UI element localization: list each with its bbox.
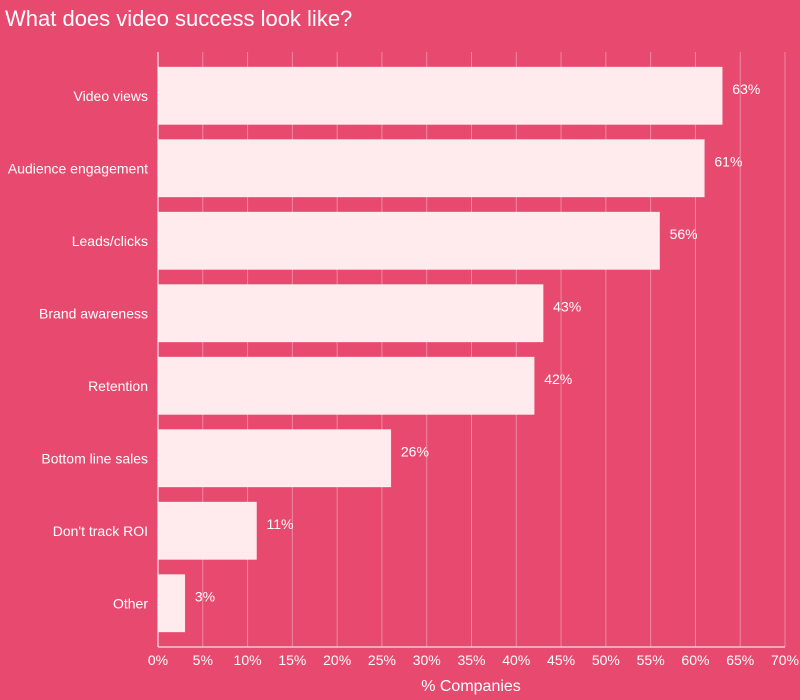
bar — [157, 139, 705, 198]
x-axis-title: % Companies — [421, 678, 521, 695]
x-tick-label: 35% — [457, 652, 485, 668]
x-tick-label: 25% — [368, 652, 396, 668]
y-tick-label: Other — [113, 595, 148, 611]
x-tick-label: 30% — [413, 652, 441, 668]
x-tick-label: 55% — [637, 652, 665, 668]
data-label: 26% — [401, 443, 429, 459]
x-tick-label: 60% — [681, 652, 709, 668]
data-label: 43% — [553, 298, 581, 314]
x-tick-label: 45% — [547, 652, 575, 668]
bar — [157, 429, 392, 488]
x-tick-label: 50% — [592, 652, 620, 668]
y-tick-label: Leads/clicks — [72, 233, 148, 249]
bar — [157, 211, 660, 270]
bar — [157, 66, 723, 125]
bar — [157, 284, 544, 343]
x-tick-label: 5% — [193, 652, 213, 668]
y-tick-label: Bottom line sales — [41, 450, 148, 466]
data-label: 11% — [267, 516, 294, 532]
data-label: 61% — [714, 153, 742, 169]
x-tick-label: 10% — [234, 652, 262, 668]
bar — [157, 501, 257, 560]
y-tick-label: Retention — [88, 378, 148, 394]
x-tick-label: 20% — [323, 652, 351, 668]
x-tick-label: 40% — [502, 652, 530, 668]
x-tick-label: 0% — [148, 652, 168, 668]
chart-title: What does video success look like? — [5, 6, 353, 31]
x-tick-label: 70% — [771, 652, 799, 668]
y-tick-label: Brand awareness — [39, 305, 148, 321]
bar — [157, 356, 535, 415]
data-label: 63% — [732, 81, 760, 97]
bar — [157, 574, 186, 633]
x-tick-label: 65% — [726, 652, 754, 668]
y-tick-label: Don't track ROI — [53, 523, 148, 539]
data-label: 56% — [670, 226, 698, 242]
data-label: 42% — [544, 371, 572, 387]
y-tick-label: Video views — [74, 88, 148, 104]
x-tick-label: 15% — [278, 652, 306, 668]
y-tick-label: Audience engagement — [8, 160, 148, 176]
data-label: 3% — [195, 588, 215, 604]
